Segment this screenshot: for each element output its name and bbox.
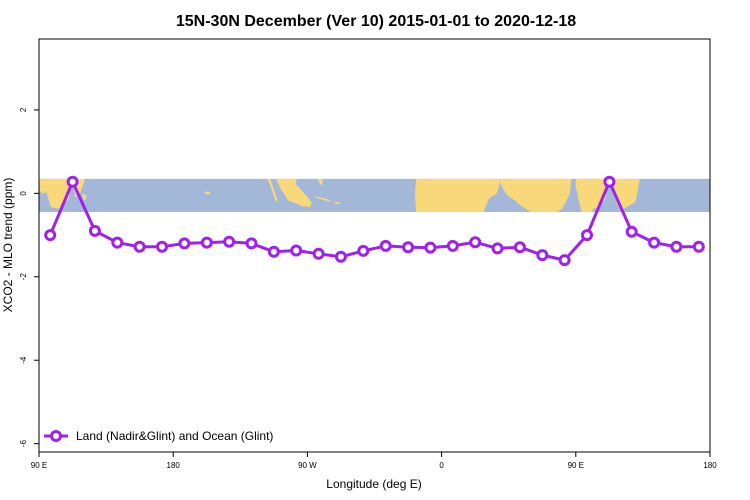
- x-axis-label: Longitude (deg E): [326, 477, 421, 491]
- x-tick-label: 90 E: [568, 461, 584, 470]
- land-masses: [39, 178, 640, 213]
- data-point: [402, 241, 415, 254]
- y-tick-label: -4: [19, 356, 28, 364]
- data-point: [88, 224, 101, 237]
- data-point: [223, 235, 236, 248]
- legend-label: Land (Nadir&Glint) and Ocean (Glint): [76, 429, 273, 443]
- data-point: [156, 240, 168, 253]
- data-point: [491, 242, 504, 255]
- data-point: [267, 245, 280, 258]
- data-point: [245, 237, 258, 250]
- data-point: [581, 229, 593, 242]
- land-florida: [317, 178, 323, 187]
- data-point: [379, 239, 392, 252]
- data-point: [513, 241, 526, 254]
- y-tick-label: -6: [19, 440, 28, 448]
- land-mexico: [276, 178, 311, 208]
- x-tick-label: 0: [439, 461, 444, 470]
- legend: Land (Nadir&Glint) and Ocean (Glint): [44, 429, 273, 443]
- land-hawaii: [204, 191, 211, 195]
- data-point: [446, 239, 459, 252]
- legend-marker-swatch: [50, 430, 62, 442]
- data-point: [648, 236, 661, 249]
- x-tick-label: 180: [167, 461, 181, 470]
- y-tick-label: 2: [19, 107, 28, 112]
- data-point: [357, 244, 370, 257]
- y-tick-label: -2: [19, 273, 28, 281]
- y-axis-label: XCO2 - MLO trend (ppm): [1, 178, 15, 313]
- data-point: [334, 250, 347, 263]
- y-axis: 2 0 -2 -4 -6: [19, 107, 39, 447]
- data-point: [66, 175, 79, 188]
- x-tick-label: 90 W: [298, 461, 317, 470]
- land-yucatan: [304, 201, 312, 208]
- land-africa: [414, 178, 502, 213]
- x-tick-label: 90 E: [31, 461, 47, 470]
- x-tick-label: 180: [703, 461, 717, 470]
- data-point: [424, 241, 437, 254]
- land-cuba: [314, 196, 332, 203]
- land-canaries: [417, 187, 421, 189]
- data-point: [312, 247, 325, 260]
- data-point: [625, 225, 638, 238]
- land-baja: [267, 178, 278, 203]
- data-point: [200, 236, 213, 249]
- chart-title: 15N-30N December (Ver 10) 2015-01-01 to …: [176, 13, 576, 30]
- land-taiwan: [82, 193, 87, 201]
- data-point: [469, 236, 482, 249]
- land-hispaniola: [334, 202, 341, 205]
- y-tick-label: 0: [19, 191, 28, 196]
- data-point: [290, 244, 303, 257]
- series-layer: [44, 175, 705, 267]
- data-point: [133, 240, 146, 253]
- data-point: [692, 240, 705, 253]
- land-arabia: [499, 178, 572, 213]
- data-point: [536, 249, 549, 262]
- data-point: [670, 240, 683, 253]
- x-axis: 90 E 180 90 W 0 90 E 180: [31, 452, 717, 470]
- world-map-band: [39, 178, 710, 213]
- data-point: [558, 254, 571, 267]
- data-point: [178, 237, 191, 250]
- data-point: [111, 236, 124, 249]
- data-point: [603, 175, 616, 188]
- plot-frame: [38, 38, 711, 453]
- data-point: [44, 229, 57, 242]
